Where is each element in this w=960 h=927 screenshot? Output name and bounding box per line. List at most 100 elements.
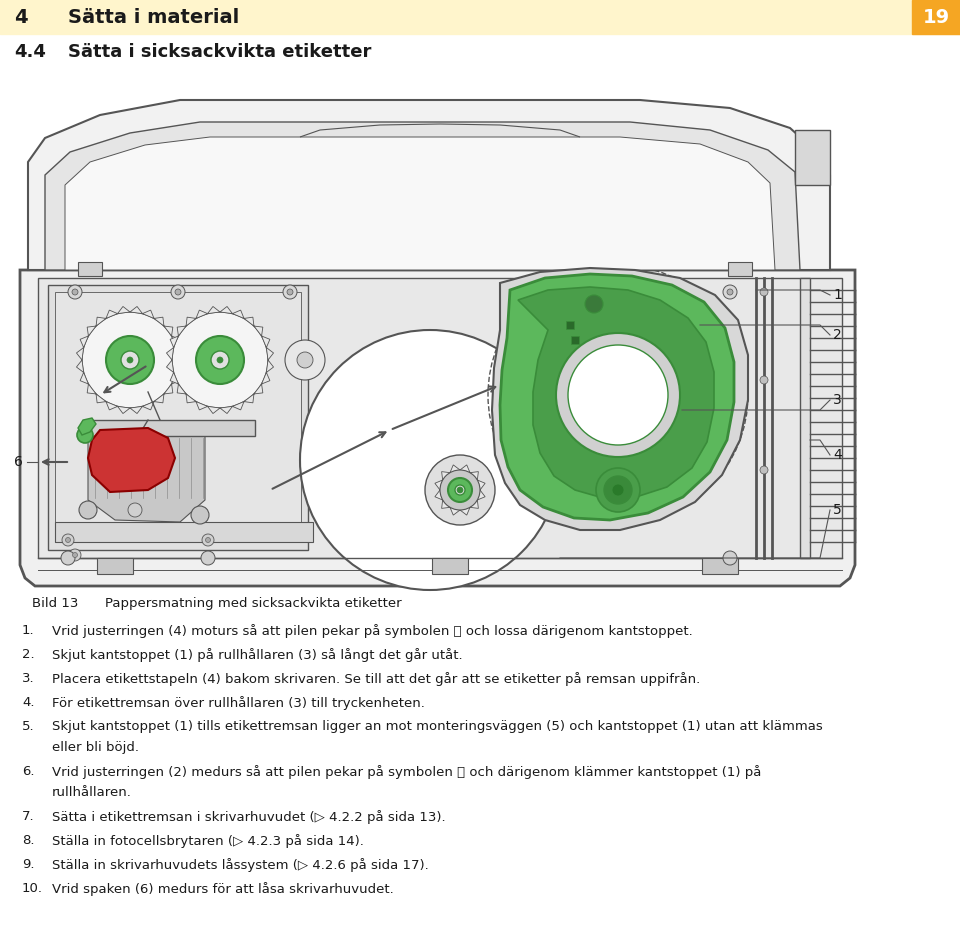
Polygon shape bbox=[196, 311, 207, 319]
Polygon shape bbox=[254, 384, 263, 394]
Polygon shape bbox=[450, 464, 460, 473]
Circle shape bbox=[760, 466, 768, 474]
Circle shape bbox=[73, 552, 78, 557]
Circle shape bbox=[62, 534, 74, 546]
Text: 9.: 9. bbox=[22, 858, 35, 871]
Polygon shape bbox=[477, 480, 485, 490]
Text: Placera etikettstapeln (4) bakom skrivaren. Se till att det går att se etiketter: Placera etikettstapeln (4) bakom skrivar… bbox=[52, 672, 700, 686]
Polygon shape bbox=[87, 326, 96, 336]
Circle shape bbox=[283, 285, 297, 299]
Polygon shape bbox=[78, 418, 96, 435]
Bar bbox=[800, 278, 810, 558]
Circle shape bbox=[68, 285, 82, 299]
Polygon shape bbox=[142, 401, 154, 410]
Polygon shape bbox=[442, 500, 450, 508]
Text: 6: 6 bbox=[14, 455, 23, 469]
Text: 4.: 4. bbox=[22, 696, 35, 709]
Polygon shape bbox=[186, 394, 196, 403]
Bar bbox=[78, 262, 102, 276]
Text: 6.: 6. bbox=[22, 765, 35, 778]
Text: 3: 3 bbox=[833, 393, 842, 407]
Polygon shape bbox=[142, 311, 154, 319]
Text: 4: 4 bbox=[833, 448, 842, 462]
Circle shape bbox=[612, 484, 624, 496]
Text: Sätta i material: Sätta i material bbox=[68, 7, 239, 27]
Polygon shape bbox=[254, 326, 263, 336]
Polygon shape bbox=[117, 406, 130, 413]
Text: 8.: 8. bbox=[22, 834, 35, 847]
Polygon shape bbox=[130, 307, 142, 313]
Circle shape bbox=[727, 289, 733, 295]
Text: Skjut kantstoppet (1) tills etikettremsan ligger an mot monteringsväggen (5) och: Skjut kantstoppet (1) tills etikettremsa… bbox=[52, 720, 823, 733]
Text: Ställa in fotocellsbrytaren (▷ 4.2.3 på sida 14).: Ställa in fotocellsbrytaren (▷ 4.2.3 på … bbox=[52, 834, 364, 848]
Text: 2.: 2. bbox=[22, 648, 35, 661]
Circle shape bbox=[171, 285, 185, 299]
Text: 4: 4 bbox=[14, 7, 28, 27]
Polygon shape bbox=[232, 401, 244, 410]
Circle shape bbox=[61, 551, 75, 565]
Text: 10.: 10. bbox=[22, 882, 43, 895]
Circle shape bbox=[760, 288, 768, 296]
Polygon shape bbox=[65, 137, 775, 270]
Circle shape bbox=[440, 470, 480, 510]
Circle shape bbox=[172, 312, 268, 408]
Circle shape bbox=[79, 501, 97, 519]
Polygon shape bbox=[261, 373, 270, 384]
Text: Skjut kantstoppet (1) på rullhållaren (3) så långt det går utåt.: Skjut kantstoppet (1) på rullhållaren (3… bbox=[52, 648, 463, 662]
Circle shape bbox=[121, 351, 139, 369]
Bar bbox=[912, 0, 960, 34]
Circle shape bbox=[72, 289, 78, 295]
Polygon shape bbox=[170, 373, 179, 384]
Circle shape bbox=[211, 351, 229, 369]
Polygon shape bbox=[45, 122, 800, 270]
Circle shape bbox=[457, 487, 463, 493]
Polygon shape bbox=[170, 336, 179, 348]
Circle shape bbox=[556, 333, 680, 457]
Circle shape bbox=[217, 357, 223, 363]
Polygon shape bbox=[442, 472, 450, 480]
Text: 2: 2 bbox=[833, 328, 842, 342]
Circle shape bbox=[196, 336, 244, 384]
Circle shape bbox=[191, 506, 209, 524]
Text: 5.: 5. bbox=[22, 720, 35, 733]
Polygon shape bbox=[164, 384, 173, 394]
Polygon shape bbox=[178, 384, 186, 394]
Text: Vrid justerringen (4) moturs så att pilen pekar på symbolen ⚿ och lossa därigeno: Vrid justerringen (4) moturs så att pile… bbox=[52, 624, 693, 638]
Text: Sätta i sicksackvikta etiketter: Sätta i sicksackvikta etiketter bbox=[68, 43, 372, 61]
Polygon shape bbox=[166, 348, 174, 360]
Circle shape bbox=[723, 285, 737, 299]
Circle shape bbox=[596, 468, 640, 512]
Polygon shape bbox=[232, 311, 244, 319]
Polygon shape bbox=[460, 464, 470, 473]
Circle shape bbox=[425, 455, 495, 525]
Polygon shape bbox=[88, 436, 205, 522]
Text: Bild 13: Bild 13 bbox=[32, 597, 79, 610]
Polygon shape bbox=[186, 317, 196, 326]
Polygon shape bbox=[470, 500, 478, 508]
Polygon shape bbox=[80, 336, 88, 348]
Circle shape bbox=[440, 470, 480, 510]
Polygon shape bbox=[154, 394, 164, 403]
Polygon shape bbox=[178, 326, 186, 336]
Polygon shape bbox=[166, 360, 174, 373]
Text: För etikettremsan över rullhållaren (3) till tryckenheten.: För etikettremsan över rullhållaren (3) … bbox=[52, 696, 425, 710]
Polygon shape bbox=[261, 336, 270, 348]
Polygon shape bbox=[266, 360, 274, 373]
Polygon shape bbox=[172, 373, 180, 384]
Polygon shape bbox=[450, 507, 460, 515]
Polygon shape bbox=[172, 336, 180, 348]
Circle shape bbox=[106, 336, 154, 384]
Polygon shape bbox=[106, 311, 117, 319]
Circle shape bbox=[285, 340, 325, 380]
Polygon shape bbox=[164, 326, 173, 336]
Text: Vrid justerringen (2) medurs så att pilen pekar på symbolen ⚿ och därigenom kläm: Vrid justerringen (2) medurs så att pile… bbox=[52, 765, 761, 779]
Text: 7.: 7. bbox=[22, 810, 35, 823]
Polygon shape bbox=[207, 406, 220, 413]
Circle shape bbox=[604, 476, 632, 504]
Polygon shape bbox=[460, 507, 470, 515]
Polygon shape bbox=[87, 384, 96, 394]
Bar bbox=[55, 292, 301, 542]
Text: 3.: 3. bbox=[22, 672, 35, 685]
Polygon shape bbox=[470, 472, 478, 480]
Circle shape bbox=[77, 427, 93, 443]
